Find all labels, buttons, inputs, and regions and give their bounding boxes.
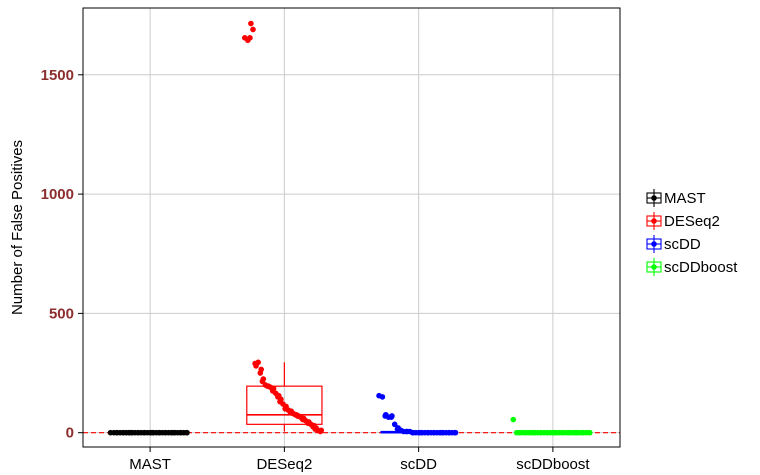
data-point-deseq2-3 bbox=[247, 35, 253, 41]
data-point-scdd-39 bbox=[452, 429, 458, 436]
y-axis: 0 500 1000 1500 bbox=[41, 67, 83, 442]
points-scdd bbox=[376, 392, 459, 436]
y-tick-label-1500: 1500 bbox=[41, 67, 74, 84]
data-point-scdd-1 bbox=[379, 394, 386, 400]
legend-item-mast[interactable]: MAST bbox=[646, 189, 706, 207]
y-axis-title: Number of False Positives bbox=[9, 140, 26, 315]
data-point-scdd-6 bbox=[388, 414, 395, 420]
legend-item-scddboost[interactable]: scDDboost bbox=[646, 258, 738, 276]
x-tick-label-scdd: scDD bbox=[400, 456, 437, 473]
legend-item-deseq2[interactable]: DESeq2 bbox=[646, 212, 720, 230]
legend-item-scdd[interactable]: scDD bbox=[646, 235, 701, 253]
y-tick-label-0: 0 bbox=[66, 425, 74, 442]
data-point-deseq2-47 bbox=[317, 428, 324, 435]
y-tick-label-500: 500 bbox=[49, 305, 74, 322]
legend-label-mast: MAST bbox=[664, 190, 706, 207]
points-deseq2 bbox=[241, 20, 325, 435]
data-point-scddboost-0 bbox=[510, 416, 517, 423]
plot-panel-border bbox=[82, 7, 621, 448]
legend-label-scddboost: scDDboost bbox=[664, 259, 738, 276]
data-point-mast-39 bbox=[183, 429, 190, 436]
legend-key-dot-scdd bbox=[651, 241, 657, 247]
legend-label-deseq2: DESeq2 bbox=[664, 213, 720, 230]
legend-key-dot-mast bbox=[651, 195, 657, 201]
points-scddboost bbox=[510, 416, 593, 436]
x-tick-label-deseq2: DESeq2 bbox=[256, 456, 312, 473]
legend[interactable]: MAST DESeq2 scDD scDDboost bbox=[646, 189, 738, 276]
y-tick-label-1000: 1000 bbox=[41, 186, 74, 203]
data-point-scddboost-39 bbox=[586, 429, 592, 436]
data-point-deseq2-9 bbox=[257, 370, 264, 376]
data-point-deseq2-4 bbox=[250, 26, 256, 33]
legend-label-scdd: scDD bbox=[664, 236, 701, 253]
point-layer bbox=[107, 20, 593, 436]
x-tick-label-mast: MAST bbox=[129, 456, 171, 473]
points-mast bbox=[107, 429, 190, 436]
data-point-deseq2-7 bbox=[255, 359, 261, 366]
data-point-deseq2-2 bbox=[248, 20, 254, 27]
legend-key-dot-deseq2 bbox=[651, 218, 657, 224]
x-tick-label-scddboost: scDDboost bbox=[516, 456, 590, 473]
box-deseq2 bbox=[246, 362, 323, 432]
legend-key-dot-scddboost bbox=[651, 264, 657, 270]
x-axis: MAST DESeq2 scDD scDDboost bbox=[129, 447, 590, 473]
box-body-deseq2 bbox=[246, 385, 323, 425]
grid-lines bbox=[83, 8, 620, 447]
data-point-scdd-7 bbox=[391, 421, 398, 428]
